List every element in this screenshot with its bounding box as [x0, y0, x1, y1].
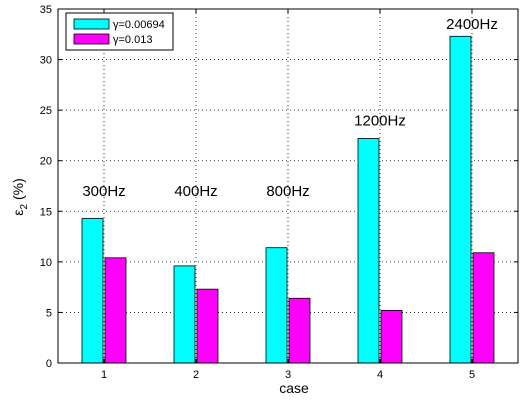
y-tick-label: 15 — [40, 206, 52, 218]
grid-lines — [58, 9, 518, 363]
bar-series-1-case-1 — [81, 217, 104, 364]
bar-series-1-case-3 — [265, 247, 288, 364]
bar-series-2-case-4 — [380, 310, 403, 364]
x-tick-label: 1 — [101, 369, 107, 381]
x-tick-label: 2 — [193, 369, 199, 381]
axes: 0 5 10 15 20 25 30 35 1 2 3 4 5 — [40, 4, 519, 381]
annotations: 300Hz 400Hz 800Hz 1200Hz 2400Hz — [82, 16, 498, 200]
annotation-label: 800Hz — [266, 183, 309, 200]
bar-series-2-case-1 — [104, 257, 127, 364]
y-tick-label: 25 — [40, 105, 52, 117]
bar-series-2-case-3 — [288, 297, 311, 364]
y-tick-label: 35 — [40, 4, 52, 16]
x-tick-label: 3 — [285, 369, 291, 381]
y-tick-label: 0 — [46, 358, 52, 370]
y-axis-label-main: ε — [10, 210, 26, 216]
x-tick-label: 5 — [469, 369, 475, 381]
x-tick-label: 4 — [377, 369, 383, 381]
legend-label-2: γ=0.013 — [113, 34, 152, 46]
bar-series-2-case-5 — [472, 252, 495, 364]
y-tick-label: 20 — [40, 156, 52, 168]
x-axis-label: case — [279, 380, 309, 396]
y-axis-label-unit: (%) — [10, 178, 26, 200]
bar-series-2-case-2 — [196, 288, 219, 364]
bar-series-1-case-4 — [357, 138, 380, 364]
legend-label-1: γ=0.00694 — [113, 19, 165, 31]
y-axis-label: ε2 (%) — [10, 178, 30, 216]
y-tick-label: 5 — [46, 307, 52, 319]
annotation-label: 1200Hz — [354, 112, 406, 129]
legend: γ=0.00694 γ=0.013 — [65, 12, 174, 51]
y-axis-label-sub: 2 — [19, 204, 30, 210]
annotation-label: 300Hz — [82, 183, 125, 200]
annotation-label: 400Hz — [174, 183, 217, 200]
annotation-label: 2400Hz — [446, 16, 498, 33]
bar-series-1-case-5 — [449, 35, 472, 364]
legend-swatch-1 — [73, 18, 110, 30]
bar-series-1-case-2 — [173, 265, 196, 364]
y-tick-label: 30 — [40, 55, 52, 67]
legend-swatch-2 — [73, 33, 110, 45]
y-tick-label: 10 — [40, 257, 52, 269]
